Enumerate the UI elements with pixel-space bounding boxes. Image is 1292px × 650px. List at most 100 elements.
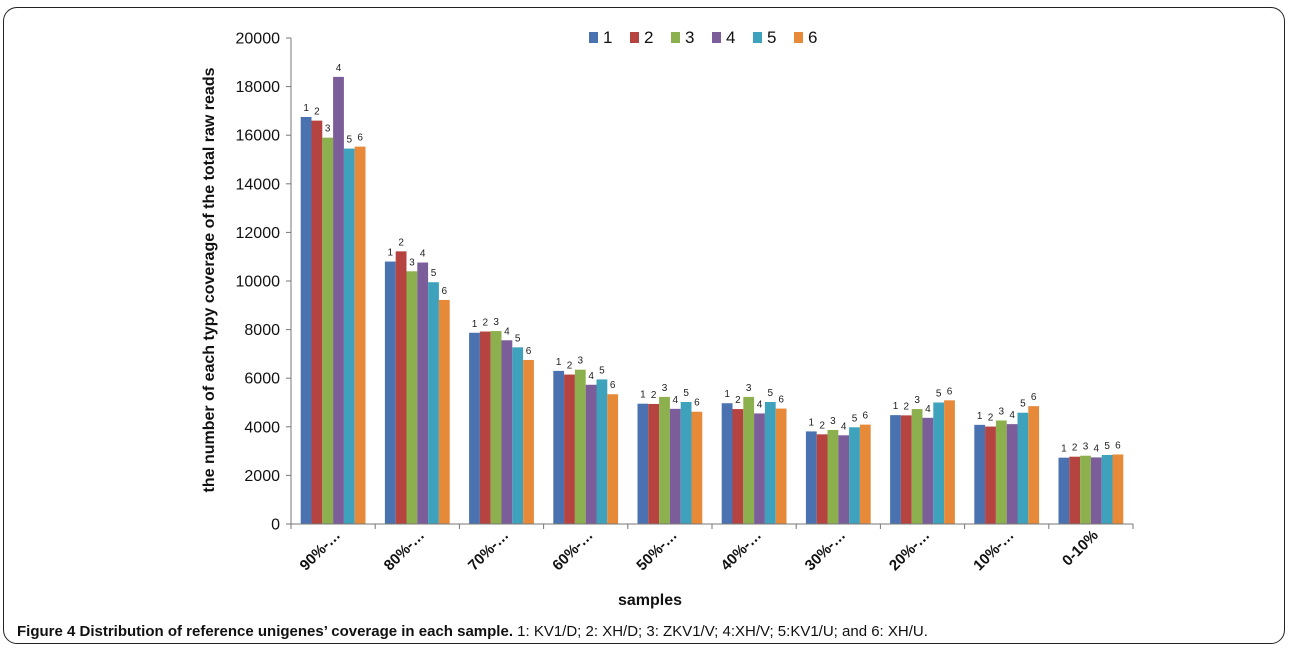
bar-data-label: 3 (830, 416, 836, 427)
bar-data-label: 4 (925, 404, 931, 415)
bar-data-label: 2 (1072, 443, 1078, 454)
figure-frame (3, 7, 1285, 644)
legend-label: 1 (603, 28, 612, 47)
bar-data-label: 4 (1009, 410, 1015, 421)
bar (944, 400, 955, 524)
legend-swatch (671, 32, 680, 43)
bar-data-label: 1 (809, 417, 815, 428)
bar (890, 415, 901, 524)
y-tick-label: 2000 (244, 468, 280, 485)
bar (1069, 456, 1081, 524)
bar-data-label: 2 (735, 395, 741, 406)
bar-data-label: 6 (694, 398, 700, 409)
x-tick-label: 50%-… (633, 527, 680, 574)
bar (596, 379, 608, 524)
bar-data-label: 6 (1115, 441, 1121, 452)
bar (438, 299, 450, 524)
bar (859, 424, 871, 524)
bar (311, 120, 323, 525)
y-tick-label: 20000 (236, 31, 281, 48)
bar (607, 394, 619, 524)
bar (523, 359, 534, 524)
y-axis-ticks: 0 2000 4000 6000 8000 10000 12000 14000 16000 180… (236, 31, 291, 534)
bar-data-label: 1 (977, 411, 983, 422)
bar (1080, 455, 1091, 524)
bar (669, 408, 681, 524)
bar-data-label: 3 (914, 395, 920, 406)
bar-data-label: 2 (398, 237, 404, 248)
bar-data-label: 4 (336, 63, 342, 74)
x-axis-title: samples (618, 592, 682, 609)
x-tick-label: 10%-… (970, 527, 1017, 574)
legend-swatch (753, 32, 762, 43)
y-tick-label: 16000 (236, 128, 281, 145)
bar (574, 369, 586, 524)
x-tick-label: 70%-… (465, 527, 512, 574)
y-tick-label: 10000 (236, 274, 281, 291)
bar (743, 396, 755, 524)
bar-data-label: 6 (610, 380, 616, 391)
bar-data-label: 6 (778, 395, 784, 406)
bar-data-label: 5 (1104, 441, 1110, 452)
y-tick-label: 6000 (244, 371, 280, 388)
bar-data-label: 3 (662, 383, 668, 394)
bar (417, 262, 429, 524)
bar (827, 429, 839, 524)
bar (1112, 454, 1124, 524)
bar (721, 403, 733, 524)
bar (900, 415, 912, 524)
bar-data-label: 6 (1031, 392, 1037, 403)
bar-data-label: 1 (472, 319, 478, 330)
bar-data-label: 6 (357, 133, 363, 144)
bar-data-label: 6 (863, 411, 869, 422)
bar-data-label: 1 (893, 401, 899, 412)
x-tick-label: 80%-… (381, 527, 428, 574)
y-tick-label: 12000 (236, 225, 281, 242)
bar (732, 409, 744, 524)
caption-text: 1: KV1/D; 2: XH/D; 3: ZKV1/V; 4:XH/V; 5:… (512, 623, 928, 640)
legend-swatch (589, 32, 598, 43)
bar (911, 409, 923, 524)
bar-data-label: 2 (819, 420, 825, 431)
bar-data-label: 3 (493, 317, 499, 328)
bar (564, 374, 575, 524)
bar (1006, 424, 1018, 524)
bar (816, 434, 828, 524)
legend-swatch (712, 32, 721, 43)
y-tick-label: 14000 (236, 176, 281, 193)
caption-title: Figure 4 Distribution of reference unige… (17, 623, 513, 640)
legend-swatch (630, 32, 639, 43)
bar (469, 332, 480, 524)
bar (354, 146, 366, 524)
bar (775, 408, 787, 524)
bar-data-label: 3 (409, 257, 415, 268)
x-axis-ticks: 90%-… 80%-… 70%-… 60%-… 50%-… 40%-… 30%-… 20%-…… (290, 524, 1134, 574)
legend-swatch (794, 32, 803, 43)
bar-data-label: 2 (314, 107, 320, 118)
bar-data-label: 5 (852, 413, 858, 424)
legend-label: 5 (767, 28, 776, 47)
bar-data-label: 4 (673, 395, 679, 406)
bar (428, 282, 439, 524)
legend: 1 2 3 4 5 6 (589, 28, 817, 47)
bar (343, 148, 355, 524)
bar-data-label: 3 (999, 406, 1005, 417)
legend-label: 6 (808, 28, 817, 47)
bar-data-label: 4 (1094, 443, 1100, 454)
bar (333, 76, 344, 524)
bar (754, 413, 765, 524)
bar-data-label: 5 (599, 365, 605, 376)
legend-label: 3 (685, 28, 694, 47)
bar (1017, 412, 1029, 524)
bar (322, 137, 334, 524)
bar (479, 331, 491, 524)
bar (691, 411, 703, 524)
bar (1028, 406, 1040, 524)
y-tick-label: 18000 (236, 79, 281, 96)
bar-data-label: 5 (515, 333, 521, 344)
bar (849, 427, 860, 524)
bar-data-label: 3 (578, 356, 584, 367)
bar (1101, 454, 1113, 524)
